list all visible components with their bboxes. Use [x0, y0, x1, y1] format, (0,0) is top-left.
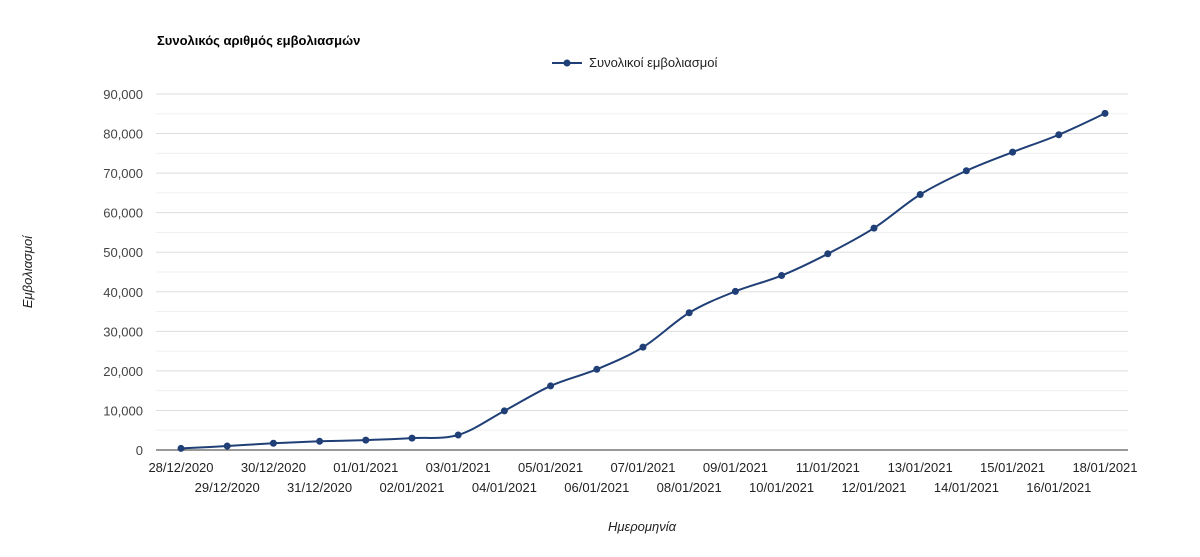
x-tick-label: 04/01/2021 — [472, 480, 537, 495]
y-tick-label: 10,000 — [103, 403, 143, 418]
data-point[interactable] — [547, 382, 555, 390]
x-tick-label: 29/12/2020 — [195, 480, 260, 495]
data-points — [177, 109, 1109, 452]
x-tick-label: 03/01/2021 — [426, 460, 491, 475]
y-tick-label: 0 — [136, 443, 143, 458]
x-tick-label: 15/01/2021 — [980, 460, 1045, 475]
y-tick-label: 80,000 — [103, 127, 143, 142]
data-point[interactable] — [223, 442, 231, 450]
data-point[interactable] — [1101, 109, 1109, 117]
data-point[interactable] — [916, 190, 924, 198]
y-tick-label: 90,000 — [103, 87, 143, 102]
x-tick-label: 01/01/2021 — [333, 460, 398, 475]
x-tick-label: 08/01/2021 — [657, 480, 722, 495]
data-point[interactable] — [639, 343, 647, 351]
x-tick-label: 18/01/2021 — [1072, 460, 1137, 475]
x-tick-label: 28/12/2020 — [148, 460, 213, 475]
data-point[interactable] — [685, 309, 693, 317]
y-axis-ticks: 0 10,000 20,000 30,000 40,000 50,000 60,000 70,… — [103, 87, 143, 458]
x-tick-label: 10/01/2021 — [749, 480, 814, 495]
x-tick-label: 30/12/2020 — [241, 460, 306, 475]
y-tick-label: 60,000 — [103, 206, 143, 221]
x-tick-label: 11/01/2021 — [796, 460, 860, 475]
data-point[interactable] — [1055, 131, 1063, 139]
data-point[interactable] — [454, 431, 462, 439]
data-point[interactable] — [177, 444, 185, 452]
y-tick-label: 20,000 — [103, 364, 143, 379]
data-point[interactable] — [593, 365, 601, 373]
series-line[interactable] — [180, 112, 1106, 450]
x-tick-label: 07/01/2021 — [610, 460, 675, 475]
data-point[interactable] — [962, 167, 970, 175]
data-point[interactable] — [731, 287, 739, 295]
x-tick-label: 13/01/2021 — [888, 460, 953, 475]
x-tick-label: 14/01/2021 — [934, 480, 999, 495]
legend-marker-icon — [563, 59, 571, 67]
data-point[interactable] — [362, 436, 370, 444]
legend-series-label: Συνολικοί εμβολιασμοί — [589, 55, 717, 70]
x-tick-label: 12/01/2021 — [841, 480, 906, 495]
chart-title: Συνολικός αριθμός εμβολιασμών — [157, 33, 360, 48]
x-tick-label: 05/01/2021 — [518, 460, 583, 475]
legend[interactable]: Συνολικοί εμβολιασμοί — [552, 55, 717, 70]
x-tick-label: 02/01/2021 — [379, 480, 444, 495]
y-tick-label: 70,000 — [103, 166, 143, 181]
x-axis-label: Ημερομηνία — [608, 519, 677, 534]
x-tick-label: 16/01/2021 — [1026, 480, 1091, 495]
x-tick-label: 09/01/2021 — [703, 460, 768, 475]
data-point[interactable] — [870, 224, 878, 232]
data-point[interactable] — [778, 272, 786, 280]
y-axis-label: Εμβολιασμοί — [20, 235, 35, 308]
data-point[interactable] — [1009, 148, 1017, 156]
data-point[interactable] — [316, 437, 324, 445]
data-point[interactable] — [408, 434, 416, 442]
data-point[interactable] — [824, 250, 832, 258]
data-point[interactable] — [269, 439, 277, 447]
y-tick-label: 50,000 — [103, 245, 143, 260]
gridlines — [156, 93, 1128, 431]
data-point[interactable] — [500, 407, 508, 415]
x-tick-label: 31/12/2020 — [287, 480, 352, 495]
x-tick-label: 06/01/2021 — [564, 480, 629, 495]
x-axis-ticks: 28/12/2020 29/12/2020 30/12/2020 31/12/2020… — [148, 460, 1137, 495]
y-tick-label: 30,000 — [103, 324, 143, 339]
y-tick-label: 40,000 — [103, 285, 143, 300]
